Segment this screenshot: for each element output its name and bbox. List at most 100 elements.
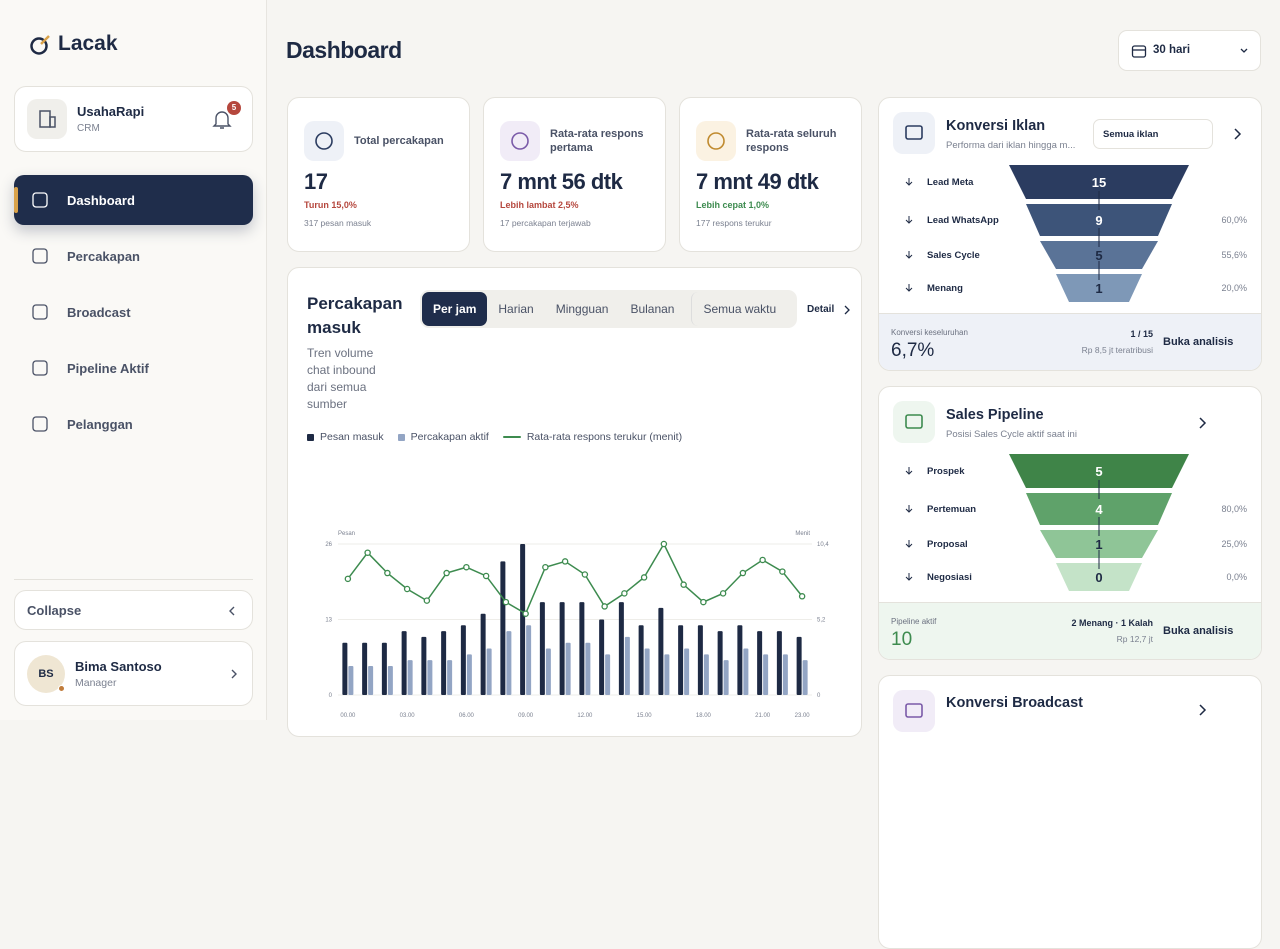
legend-label: Rata-rata respons terukur (menit)	[526, 431, 683, 443]
y2-axis-label: Menit	[795, 531, 810, 537]
tab[interactable]: Per jam	[422, 292, 488, 326]
bar	[460, 625, 466, 695]
footer-action[interactable]: Buka analisis	[1163, 625, 1234, 637]
bar	[776, 631, 782, 695]
stage-value: 5	[1095, 248, 1102, 263]
line-point	[482, 572, 490, 580]
bell[interactable]	[212, 109, 232, 131]
detail-link[interactable]: Detail	[807, 304, 835, 315]
bar	[407, 660, 413, 695]
x-tick-label: 15.00	[637, 713, 653, 719]
tab[interactable]: Mingguan	[555, 302, 609, 316]
legend-item: Percakapan aktif	[397, 431, 489, 443]
bar	[526, 625, 532, 695]
footer-right-bottom: Rp 8,5 jt teratribusi	[1081, 345, 1153, 355]
footer-right-top: 1 / 15	[1130, 329, 1153, 339]
card-icon	[893, 112, 935, 154]
x-tick-label: 00.00	[340, 713, 356, 719]
bar	[585, 642, 591, 695]
stat-delta: Lebih cepat 1,0%	[696, 200, 770, 210]
nav-label: Pipeline Aktif	[67, 360, 149, 376]
funnel-stage	[1040, 530, 1158, 558]
range-label: 30 hari	[1153, 44, 1191, 56]
line-point	[739, 569, 747, 577]
footer-value: 10	[891, 629, 913, 650]
line-point	[700, 598, 707, 606]
bar	[644, 648, 650, 695]
badge: 5	[227, 101, 241, 115]
stat-note: 317 pesan masuk	[304, 218, 372, 228]
stage-value: 4	[1095, 502, 1103, 517]
line-point	[640, 574, 648, 581]
stage-value: 9	[1095, 213, 1102, 228]
y-tick-label: 0	[329, 693, 333, 699]
legend: Pesan masuk Percakapan aktif Rata-rata res…	[307, 431, 682, 443]
select[interactable]: Semua iklan	[1093, 119, 1213, 149]
stage-value: 0	[1095, 570, 1102, 585]
stat-label: Rata-rata seluruh respons	[746, 128, 837, 154]
stat-note: 17 percakapan terjawab	[500, 218, 591, 228]
status-dot	[58, 685, 65, 692]
line-point	[680, 581, 687, 588]
stage-value: 5	[1095, 464, 1102, 479]
stat-card: Rata-rata respons pertama 7 mnt 56 dtk Leb…	[483, 97, 666, 252]
footer-right-top: 2 Menang · 1 Kalah	[1071, 618, 1153, 628]
bar	[421, 636, 427, 695]
nav-item[interactable]: Dashboard	[14, 175, 253, 225]
line-point	[522, 610, 529, 617]
stage-arrow	[905, 178, 913, 186]
nav-label: Pelanggan	[67, 416, 133, 432]
stat-card: Total percakapan 17 Turun 15,0% 317 pesan m…	[287, 97, 470, 252]
nav-item[interactable]: Percakapan	[14, 231, 253, 281]
card-icon	[893, 401, 935, 443]
org-card[interactable]: UsahaRapi CRM 5	[14, 86, 253, 152]
divider	[14, 579, 253, 580]
line-point	[443, 569, 450, 577]
user-card[interactable]: BS Bima Santoso Manager	[14, 641, 253, 706]
bar	[624, 636, 630, 695]
bar	[579, 602, 585, 695]
bar	[500, 561, 506, 695]
stage-label: Proposal	[927, 539, 968, 550]
nav-item[interactable]: Broadcast	[14, 287, 253, 337]
bar	[441, 631, 447, 695]
stage-value: 1	[1095, 537, 1102, 552]
nav-label: Percakapan	[67, 248, 140, 264]
line	[347, 542, 803, 615]
collapse-label: Collapse	[27, 603, 82, 618]
bar	[401, 631, 407, 695]
nav-item[interactable]: Pipeline Aktif	[14, 343, 253, 393]
stage-value: 15	[1092, 175, 1106, 190]
line-point	[561, 558, 569, 565]
footer-action[interactable]: Buka analisis	[1163, 336, 1234, 348]
stage-value: 1	[1095, 281, 1102, 296]
line-point	[384, 569, 391, 577]
bar	[796, 636, 802, 695]
legend-swatch	[502, 436, 521, 438]
stat-label: Total percakapan	[354, 135, 444, 147]
y2-tick-label: 5,2	[817, 618, 826, 624]
stage-arrow	[905, 284, 913, 292]
funnel-stage	[1056, 274, 1142, 302]
bar	[664, 654, 670, 695]
line-point	[581, 571, 589, 578]
stage-label: Negosiasi	[927, 572, 972, 583]
bar	[757, 631, 763, 695]
tab[interactable]: Bulanan	[630, 302, 675, 316]
user-name: Bima Santoso	[75, 659, 162, 674]
tab[interactable]: Harian	[498, 302, 534, 316]
bar	[565, 642, 571, 695]
funnel-stage	[1040, 241, 1158, 269]
collapse[interactable]: Collapse	[14, 590, 253, 630]
chart-desc: Tren volume chat inbound dari semua sumb…	[307, 346, 376, 411]
page: Lacak UsahaRapi CRM 5 Dashboard Percakapa…	[14, 0, 1262, 949]
stage-label: Pertemuan	[927, 504, 976, 515]
bar	[658, 607, 664, 695]
line-point	[759, 556, 766, 564]
line-point	[403, 585, 411, 593]
legend-item: Rata-rata respons terukur (menit)	[502, 431, 683, 443]
tab[interactable]: Semua waktu	[691, 292, 787, 326]
nav-item[interactable]: Pelanggan	[14, 399, 253, 449]
line-point	[502, 598, 510, 606]
range-select[interactable]: 30 hari	[1118, 30, 1261, 71]
